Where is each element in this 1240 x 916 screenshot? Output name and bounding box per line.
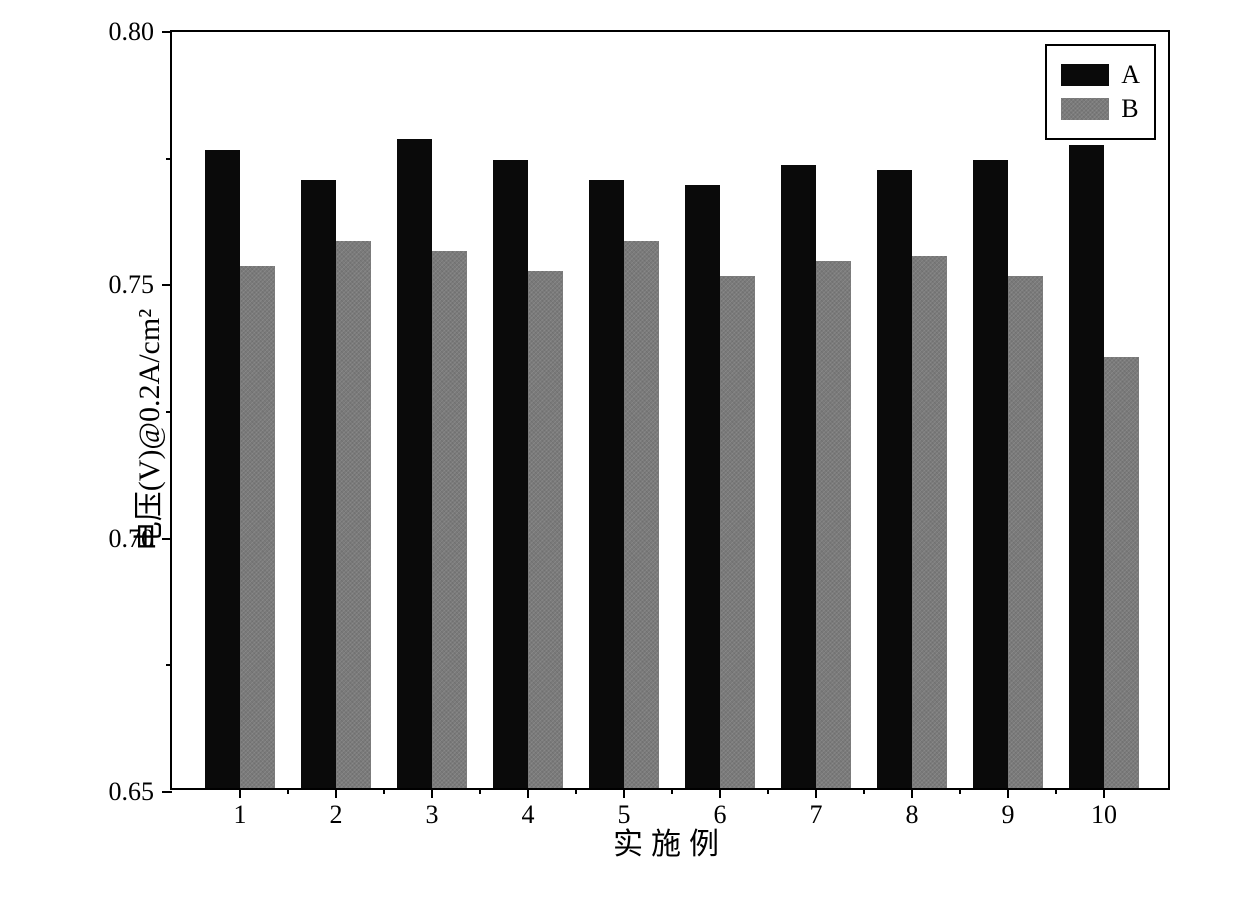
bar-series-a <box>589 180 624 788</box>
y-tick-minor <box>166 158 172 160</box>
x-tick-minor <box>287 788 289 794</box>
x-tick-minor <box>959 788 961 794</box>
bar-series-a <box>493 160 528 788</box>
y-tick-label: 0.65 <box>109 777 155 807</box>
x-tick-label: 8 <box>906 800 919 830</box>
legend-row-b: B <box>1061 94 1140 124</box>
x-tick-mark <box>1007 788 1009 798</box>
x-tick-label: 10 <box>1091 800 1117 830</box>
bar-series-b <box>912 256 947 788</box>
bar-series-b <box>1104 357 1139 788</box>
y-tick-mark <box>162 538 172 540</box>
x-tick-label: 1 <box>234 800 247 830</box>
x-tick-minor <box>383 788 385 794</box>
x-tick-mark <box>335 788 337 798</box>
y-tick-mark <box>162 791 172 793</box>
x-tick-mark <box>623 788 625 798</box>
y-tick-mark <box>162 31 172 33</box>
x-tick-label: 4 <box>522 800 535 830</box>
bar-series-a <box>877 170 912 788</box>
y-axis-label: 电压(V)@0.2A/cm² <box>124 309 168 551</box>
x-tick-label: 9 <box>1002 800 1015 830</box>
x-tick-label: 5 <box>618 800 631 830</box>
legend-row-a: A <box>1061 60 1140 90</box>
bar-series-a <box>973 160 1008 788</box>
x-tick-mark <box>239 788 241 798</box>
x-tick-mark <box>719 788 721 798</box>
x-tick-label: 6 <box>714 800 727 830</box>
x-tick-mark <box>815 788 817 798</box>
bar-series-b <box>432 251 467 788</box>
x-tick-minor <box>1055 788 1057 794</box>
bar-series-a <box>205 150 240 788</box>
legend-label-b: B <box>1121 94 1138 124</box>
bar-series-b <box>528 271 563 788</box>
y-tick-minor <box>166 664 172 666</box>
x-tick-minor <box>767 788 769 794</box>
legend-swatch-a <box>1061 64 1109 86</box>
y-tick-label: 0.80 <box>109 17 155 47</box>
y-tick-label: 0.75 <box>109 270 155 300</box>
bar-series-b <box>1008 276 1043 788</box>
bar-series-b <box>816 261 851 788</box>
x-tick-mark <box>527 788 529 798</box>
x-tick-mark <box>431 788 433 798</box>
bar-series-a <box>397 139 432 788</box>
bar-series-b <box>720 276 755 788</box>
bar-series-b <box>624 241 659 788</box>
legend-swatch-b <box>1061 98 1109 120</box>
x-tick-mark <box>911 788 913 798</box>
bar-series-b <box>336 241 371 788</box>
legend: A B <box>1045 44 1156 140</box>
x-tick-minor <box>479 788 481 794</box>
bar-series-b <box>240 266 275 788</box>
x-tick-label: 3 <box>426 800 439 830</box>
y-tick-minor <box>166 411 172 413</box>
x-tick-label: 7 <box>810 800 823 830</box>
bar-series-a <box>1069 145 1104 788</box>
x-tick-minor <box>575 788 577 794</box>
x-tick-label: 2 <box>330 800 343 830</box>
legend-label-a: A <box>1121 60 1140 90</box>
x-tick-minor <box>863 788 865 794</box>
chart-container: 电压(V)@0.2A/cm² A B 实施例 0.650.700.750.80 … <box>120 20 1210 840</box>
x-tick-minor <box>671 788 673 794</box>
bar-series-a <box>301 180 336 788</box>
y-tick-mark <box>162 284 172 286</box>
plot-area: A B 实施例 0.650.700.750.80 12345678910 <box>170 30 1170 790</box>
x-tick-mark <box>1103 788 1105 798</box>
bar-series-a <box>685 185 720 788</box>
y-tick-label: 0.70 <box>109 524 155 554</box>
bar-series-a <box>781 165 816 788</box>
